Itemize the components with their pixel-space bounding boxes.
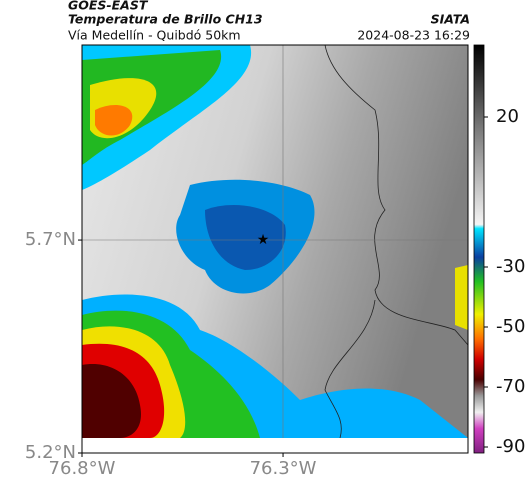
y-tick-label: 5.2°N <box>25 442 76 463</box>
svg-text:★: ★ <box>257 232 270 248</box>
x-tick-label: 76.8°W <box>49 458 116 479</box>
datetime: 2024-08-23 16:29 <box>357 28 470 43</box>
colorbar-tick-label: -90 <box>496 436 525 457</box>
colorbar-tick-label: -50 <box>496 316 525 337</box>
satellite-image: ★ <box>82 45 468 438</box>
y-tick-label: 5.7°N <box>25 229 76 250</box>
colorbar-tick-label: -30 <box>496 256 525 277</box>
title: GOES-EAST <box>68 0 149 13</box>
colorbar-tick-label: 20 <box>496 106 519 127</box>
colorbar <box>473 44 485 454</box>
x-tick-label: 76.3°W <box>250 458 317 479</box>
subtitle: Temperatura de Brillo CH13 <box>68 12 263 27</box>
colorbar-tick-label: -70 <box>496 376 525 397</box>
source: SIATA <box>431 12 470 27</box>
description: Vía Medellín - Quibdó 50km <box>68 28 241 43</box>
map-frame <box>81 44 469 454</box>
